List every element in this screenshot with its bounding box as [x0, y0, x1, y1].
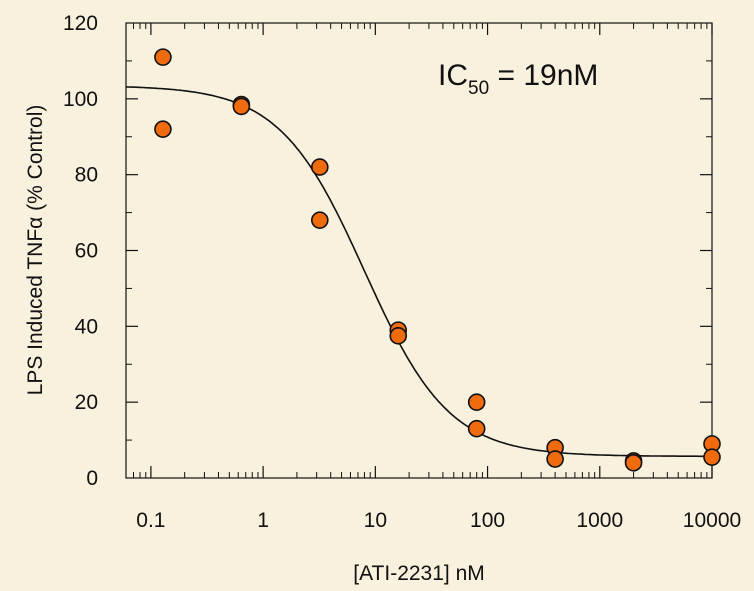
data-point — [546, 450, 564, 468]
y-tick-label: 0 — [86, 467, 98, 490]
y-axis-title: LPS Induced TNFα (% Control) — [24, 105, 47, 396]
y-tick-label: 20 — [75, 391, 98, 414]
x-tick-labels: 0.1 1 10 100 1000 10000 — [136, 509, 741, 532]
ic50-annotation-main: IC — [438, 59, 468, 92]
data-points — [154, 48, 721, 472]
y-tick-label: 80 — [75, 164, 98, 187]
y-axis-title-main: LPS Induced TNF — [24, 229, 47, 396]
data-point — [624, 454, 643, 472]
x-tick-label: 1 — [257, 509, 269, 532]
data-point — [467, 393, 486, 411]
data-point — [703, 448, 721, 466]
y-tick-label: 40 — [75, 315, 98, 338]
x-tick-label: 0.1 — [136, 509, 165, 532]
y-tick-label: 120 — [63, 12, 98, 35]
x-tick-label: 10000 — [683, 509, 741, 532]
data-point — [154, 48, 172, 66]
data-point — [467, 419, 486, 438]
y-axis-title-tail: (% Control) — [24, 105, 47, 217]
x-tick-label: 100 — [470, 509, 505, 532]
data-point — [154, 120, 172, 138]
data-point — [311, 211, 329, 229]
x-tick-label: 10 — [364, 509, 387, 532]
y-axis-title-alpha: α — [24, 217, 47, 229]
data-point — [389, 327, 408, 345]
data-point — [232, 97, 251, 116]
y-tick-label: 100 — [63, 88, 98, 111]
minor-ticks — [125, 23, 712, 478]
y-tick-labels: 0 20 40 60 80 100 120 — [63, 12, 98, 490]
ic50-annotation: IC50 = 19nM — [438, 59, 598, 99]
x-tick-label: 1000 — [576, 509, 623, 532]
ic50-annotation-value: = 19nM — [489, 59, 598, 92]
ic50-annotation-subscript: 50 — [468, 78, 489, 99]
data-point — [311, 158, 329, 176]
major-ticks — [126, 23, 713, 478]
plot-frame — [125, 22, 713, 479]
y-tick-label: 60 — [75, 240, 98, 263]
fit-curve — [125, 86, 712, 458]
x-axis-title: [ATI-2231] nM — [353, 562, 485, 585]
